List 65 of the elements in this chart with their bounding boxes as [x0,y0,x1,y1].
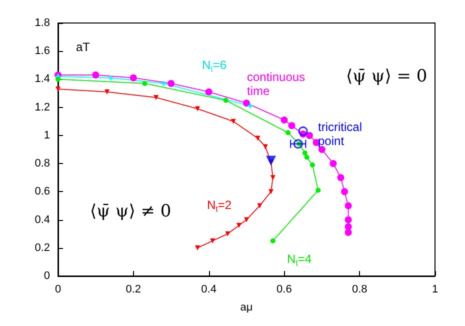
point [223,98,228,103]
y-tick-label: 1.8 [34,17,50,29]
point [266,156,276,166]
point [130,74,137,82]
point [194,106,200,112]
y-tick-label: 1.6 [34,45,50,58]
x-tick-label: 0.2 [126,284,142,296]
x-tick-label: 0.8 [352,284,368,296]
point [205,88,212,96]
point [293,139,303,149]
point [344,228,352,236]
y-tick-label: 0.8 [34,158,50,170]
point [316,188,321,193]
x-tick-label: 0.4 [201,284,216,296]
point [262,144,268,150]
x-tick-label: 0.6 [276,284,292,296]
point [194,245,200,250]
point [92,72,100,79]
annotation: ⟨ψ̄ ψ⟩ = 0 [346,66,428,86]
point [298,126,308,136]
annotation: ⟨ψ̄ ψ⟩ ≠ 0 [90,202,172,222]
point [243,100,250,107]
point [104,89,110,94]
point [330,160,337,168]
point [268,189,274,194]
point [270,175,276,180]
y-tick-label: 0.6 [34,186,50,198]
y-tick-label: 0 [44,270,50,282]
point [306,132,313,139]
point [288,122,296,130]
point [341,188,348,196]
point [236,222,242,228]
point [304,154,310,160]
point [285,130,290,136]
y-tick-label: 0.2 [34,242,50,254]
point [337,174,344,182]
point [225,231,230,236]
y-tick-label: 0.4 [34,214,50,226]
point [168,80,175,87]
point [344,216,352,224]
point [310,162,315,168]
series-label: tricritical point [318,120,362,148]
point [257,203,262,208]
y-tick-label: 1.4 [34,73,50,86]
point [344,202,352,210]
point [154,94,159,100]
point [302,150,308,156]
series-label: continuous time [247,70,306,98]
y-axis-title: aT [76,40,91,54]
point [56,86,60,92]
point [160,80,167,87]
point [142,80,148,86]
point [270,238,276,244]
point [56,76,60,82]
point [230,118,236,124]
point [244,217,249,222]
x-tick-label: 0 [54,284,62,296]
point [280,116,288,124]
point [210,238,216,244]
point [108,74,114,82]
point [255,136,260,141]
x-tick-label: 1 [432,284,438,296]
y-tick-label: 1 [44,129,50,142]
y-tick-label: 1.2 [34,101,50,114]
x-axis-title: aμ [240,302,253,314]
